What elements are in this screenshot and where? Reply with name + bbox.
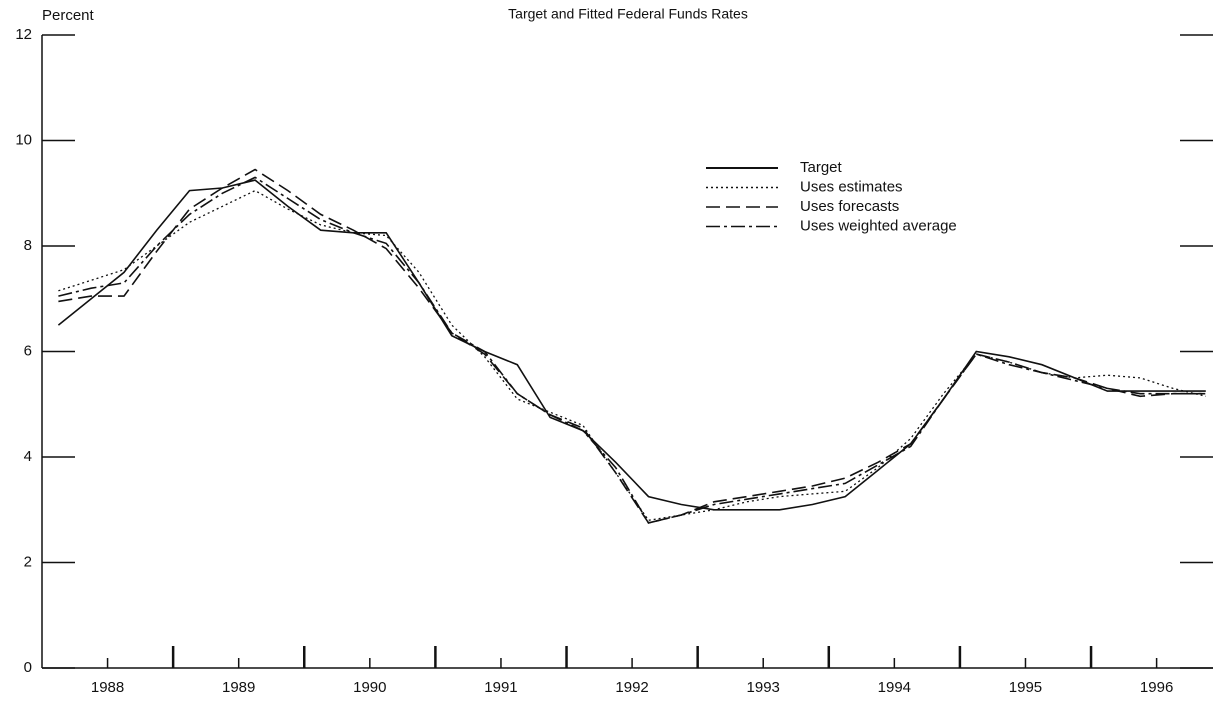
- x-tick-label: 1989: [222, 679, 255, 696]
- x-tick-label: 1994: [878, 679, 911, 696]
- x-tick-label: 1996: [1140, 679, 1173, 696]
- x-tick-label: 1993: [747, 679, 780, 696]
- x-tick-label: 1990: [353, 679, 386, 696]
- x-tick-label: 1988: [91, 679, 124, 696]
- x-tick-label: 1991: [484, 679, 517, 696]
- y-axis-label: Percent: [42, 7, 95, 24]
- y-tick-label: 4: [24, 448, 32, 465]
- series-line: [57, 179, 1206, 511]
- legend-label: Target: [800, 159, 843, 176]
- series-line: [58, 189, 1206, 522]
- legend-label: Uses forecasts: [800, 198, 899, 215]
- chart-title: Target and Fitted Federal Funds Rates: [508, 6, 748, 22]
- legend-label: Uses estimates: [800, 178, 903, 195]
- series-line: [58, 168, 1206, 524]
- y-tick-label: 0: [24, 659, 32, 676]
- y-tick-label: 6: [24, 342, 32, 359]
- y-tick-label: 2: [24, 553, 32, 570]
- legend-label: Uses weighted average: [800, 217, 957, 234]
- x-tick-label: 1995: [1009, 679, 1042, 696]
- x-tick-label: 1992: [615, 679, 648, 696]
- series-line: [58, 176, 1206, 524]
- y-tick-label: 8: [24, 237, 32, 254]
- y-tick-label: 12: [15, 26, 32, 43]
- y-tick-label: 10: [15, 131, 32, 148]
